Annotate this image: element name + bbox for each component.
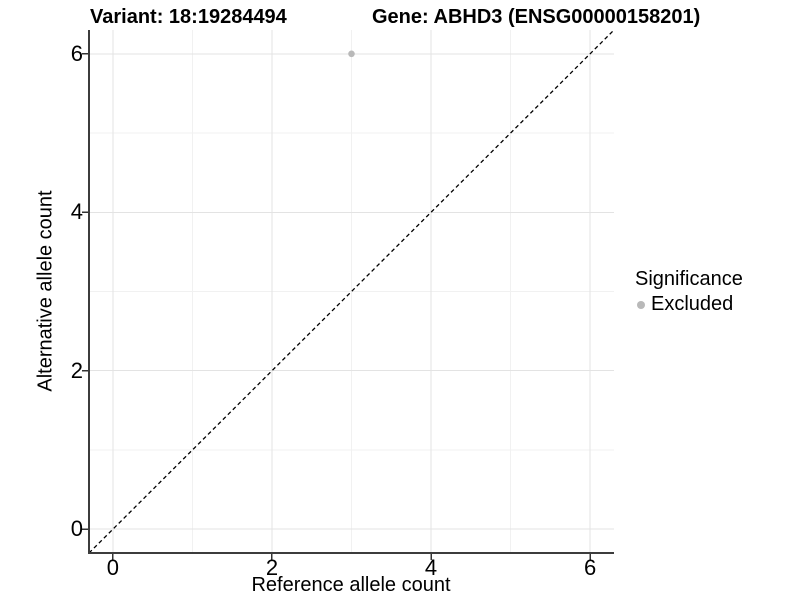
y-tick-label: 4 [70,199,83,225]
legend-entry: Excluded [637,293,743,316]
x-tick-label: 6 [584,555,597,580]
y-axis-label: Alternative allele count [34,190,57,392]
y-tick-label: 0 [70,516,83,542]
x-tick-label: 0 [106,555,119,580]
legend-title: Significance [635,268,743,290]
y-tick-label: 6 [70,40,83,66]
data-point [348,50,355,58]
legend-entry-label: Excluded [651,293,734,315]
legend-key-dot-icon [637,300,645,309]
y-tick-label: 2 [70,357,83,383]
identity-reference-line [88,29,615,554]
x-tick-label: 4 [424,555,438,580]
x-tick-label: 2 [265,555,279,580]
legend-entries: Excluded [635,293,743,316]
plot-title-gene: Gene: ABHD3 (ENSG00000158201) [372,6,701,28]
plot-title-variant: Variant: 18:19284494 [90,6,287,28]
legend: Significance Excluded [635,268,743,316]
x-axis-label: Reference allele count [251,574,451,596]
